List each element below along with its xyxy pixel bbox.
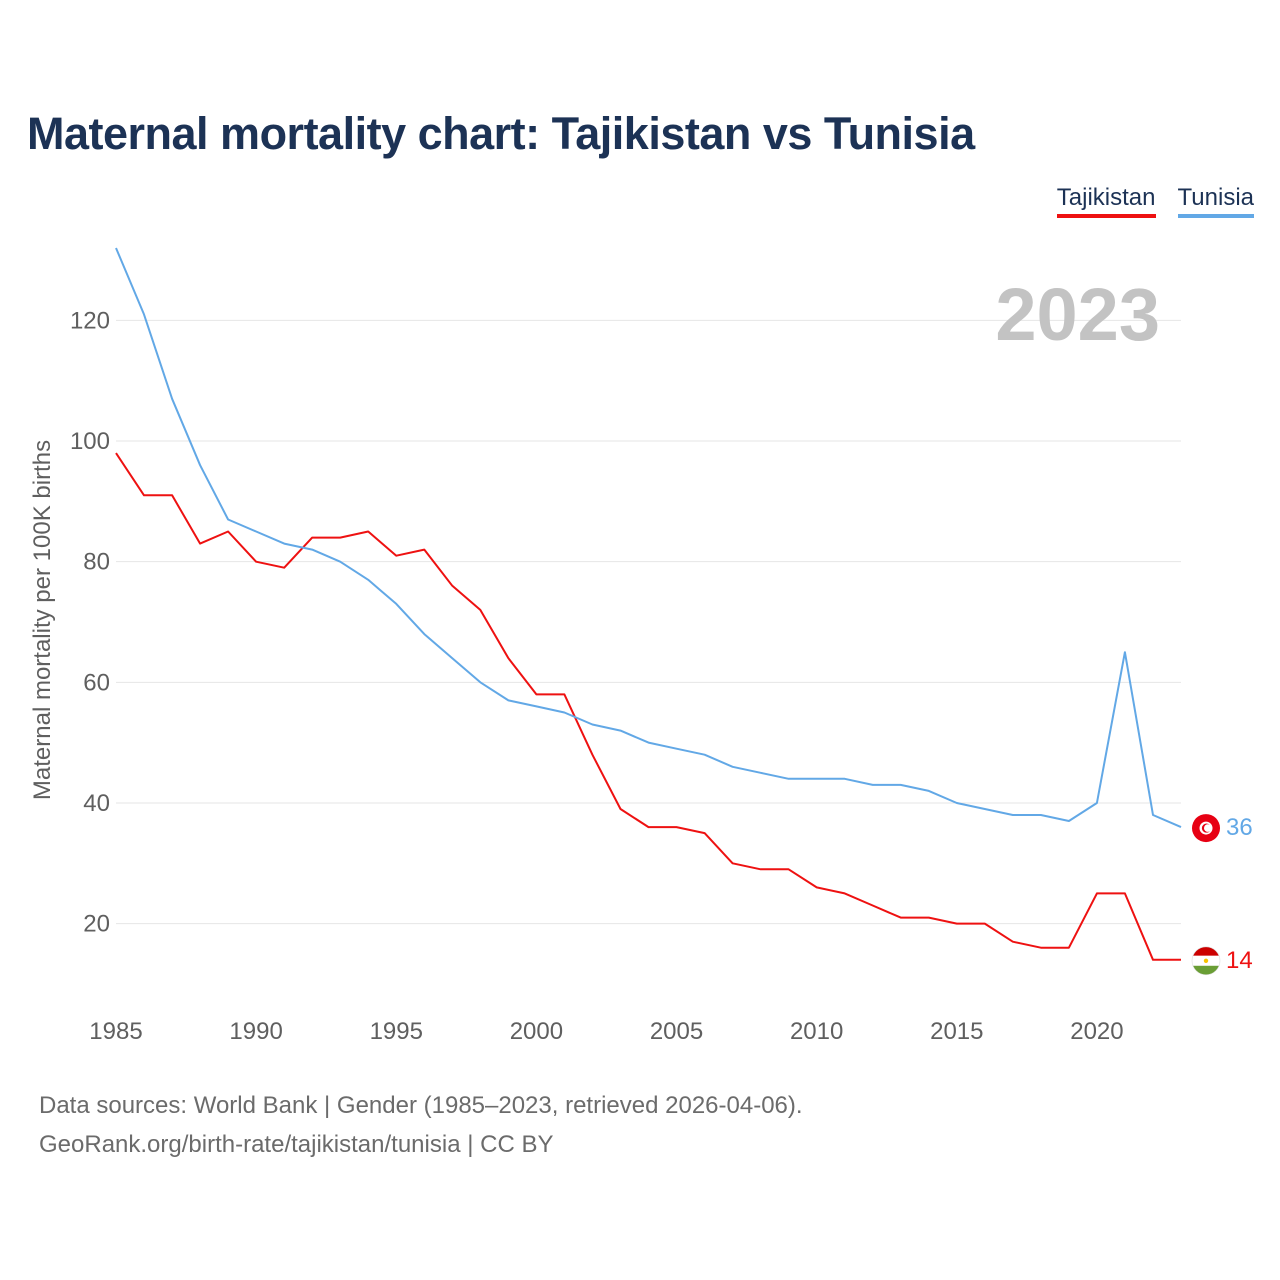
y-tick-label: 100 (70, 428, 110, 455)
x-tick-label: 1990 (229, 1018, 282, 1045)
source-url[interactable]: GeoRank.org/birth-rate/tajikistan/tunisi… (39, 1131, 554, 1158)
y-axis-ticks: 20 40 60 80 100 120 (70, 307, 110, 937)
y-tick-label: 60 (83, 669, 110, 696)
x-tick-label: 1995 (370, 1018, 423, 1045)
y-tick-label: 40 (83, 790, 110, 817)
x-tick-label: 2010 (790, 1018, 843, 1045)
x-tick-label: 2020 (1070, 1018, 1123, 1045)
tajikistan-flag-icon (1191, 946, 1221, 976)
y-tick-label: 80 (83, 549, 110, 576)
y-axis-label: Maternal mortality per 100K births (29, 440, 56, 800)
series-lines (115, 247, 1182, 961)
grid-lines (116, 319, 1181, 925)
legend: Tajikistan Tunisia (1056, 184, 1254, 218)
tajikistan-end-value: 14 (1226, 947, 1253, 974)
y-tick-label: 120 (70, 307, 110, 334)
legend-item-tajikistan[interactable]: Tajikistan (1056, 184, 1156, 218)
y-tick-label: 20 (83, 911, 110, 938)
year-watermark: 2023 (995, 273, 1160, 356)
x-axis-ticks: 1985 1990 1995 2000 2005 2010 2015 2020 (89, 1018, 1123, 1045)
series-line-tajikistan[interactable] (115, 452, 1181, 961)
legend-item-tunisia[interactable]: Tunisia (1177, 184, 1254, 218)
x-tick-label: 2015 (930, 1018, 983, 1045)
series-line-tunisia[interactable] (115, 247, 1182, 829)
x-tick-label: 1985 (89, 1018, 142, 1045)
chart-title: Maternal mortality chart: Tajikistan vs … (27, 108, 975, 159)
x-tick-label: 2000 (510, 1018, 563, 1045)
tunisia-flag-icon (1192, 814, 1220, 843)
footer: Data sources: World Bank | Gender (1985–… (39, 1086, 803, 1164)
end-markers: 36 14 (1191, 814, 1253, 976)
data-source-note: Data sources: World Bank | Gender (1985–… (39, 1092, 803, 1119)
x-tick-label: 2005 (650, 1018, 703, 1045)
line-chart: 2023 20 40 60 80 100 120 1985 1990 1995 2000 2005… (29, 247, 1253, 1045)
tunisia-end-value: 36 (1226, 814, 1253, 841)
